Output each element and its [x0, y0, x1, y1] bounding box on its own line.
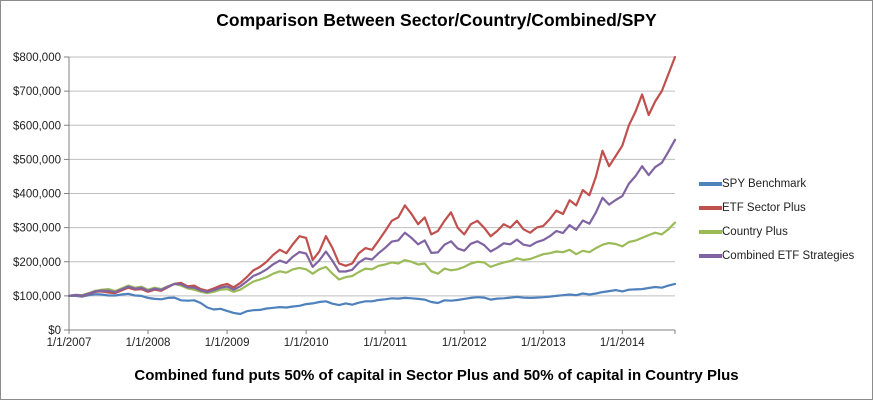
x-axis-label: 1/1/2008 [126, 337, 171, 349]
x-axis-label: 1/1/2009 [205, 337, 250, 349]
legend-label: Combined ETF Strategies [722, 250, 855, 262]
legend-label: Country Plus [722, 226, 788, 238]
chart-title: Comparison Between Sector/Country/Combin… [216, 10, 657, 30]
x-axis-label: 1/1/2010 [284, 337, 329, 349]
legend-swatch [699, 230, 722, 234]
chart-caption: Combined fund puts 50% of capital in Sec… [134, 367, 739, 384]
legend-swatch [699, 206, 722, 210]
y-axis-label: $500,000 [13, 154, 61, 166]
y-axis-label: $700,000 [13, 86, 61, 98]
y-axis-label: $100,000 [13, 291, 61, 303]
legend-item-combined-etf-strategies: Combined ETF Strategies [699, 244, 871, 268]
series-line-combined-etf-strategies [67, 138, 677, 297]
legend-item-etf-sector-plus: ETF Sector Plus [699, 196, 871, 220]
legend-item-country-plus: Country Plus [699, 220, 871, 244]
x-axis-label: 1/1/2011 [363, 337, 407, 349]
x-axis-label: 1/1/2014 [600, 337, 645, 349]
x-axis-label: 1/1/2007 [47, 337, 92, 349]
y-axis-label: $300,000 [13, 223, 61, 235]
y-axis-label: $200,000 [13, 257, 61, 269]
legend-label: SPY Benchmark [722, 178, 807, 190]
y-axis-label: $800,000 [13, 52, 61, 64]
legend-label: ETF Sector Plus [722, 202, 806, 214]
legend-swatch [699, 182, 722, 186]
y-axis-label: $0 [48, 325, 61, 337]
y-axis-label: $400,000 [13, 189, 61, 201]
chart-legend: SPY Benchmark ETF Sector Plus Country Plus… [699, 172, 871, 268]
legend-swatch [699, 254, 722, 258]
y-axis-label: $600,000 [13, 120, 61, 132]
x-axis-label: 1/1/2013 [521, 337, 566, 349]
x-axis-label: 1/1/2012 [442, 337, 487, 349]
series-line-spy-benchmark [67, 282, 677, 316]
legend-item-spy-benchmark: SPY Benchmark [699, 172, 871, 196]
